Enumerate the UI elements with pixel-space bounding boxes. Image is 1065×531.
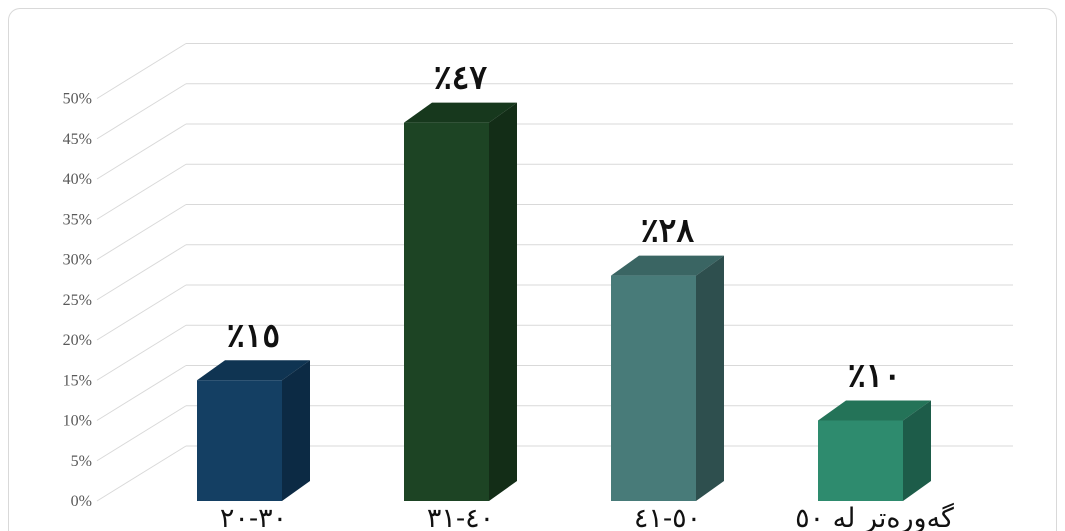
data-label: ٪٤٧: [434, 58, 487, 97]
bar-front-face: [197, 380, 282, 501]
bar: [404, 102, 517, 502]
bar-side-face: [489, 102, 517, 502]
gridline-diagonal: [96, 123, 187, 180]
gridline-diagonal: [96, 284, 187, 341]
y-tick-label: 50%: [63, 91, 92, 108]
bar-front-face: [404, 122, 489, 502]
x-category-label: ٣٠-٢٠: [220, 503, 287, 531]
y-tick-label: 25%: [63, 292, 92, 309]
bar-top-face: [611, 255, 724, 276]
data-label: ٪١٠: [848, 356, 901, 395]
bar: [611, 255, 724, 501]
y-tick-label: 35%: [63, 211, 92, 228]
gridline-diagonal: [96, 405, 187, 462]
gridline-diagonal: [96, 365, 187, 421]
bar-side-face: [903, 400, 931, 501]
y-tick-label: 15%: [63, 372, 92, 389]
gridline-diagonal: [96, 43, 187, 99]
bar-side-face: [696, 255, 724, 501]
gridlines: [96, 43, 1013, 502]
bar-front-face: [611, 275, 696, 501]
y-tick-label: 20%: [63, 332, 92, 349]
bar-top-face: [818, 400, 931, 421]
bar-front-face: [818, 420, 903, 501]
gridline-diagonal: [96, 324, 187, 381]
x-category-label: گەورەتر لە ٥٠: [795, 502, 954, 531]
data-label: ٪١٥: [227, 315, 280, 354]
y-tick-label: 10%: [63, 413, 92, 430]
data-label: ٪٢٨: [641, 211, 694, 250]
y-tick-label: 40%: [63, 171, 92, 188]
gridline-diagonal: [96, 445, 187, 502]
y-tick-label: 45%: [63, 131, 92, 148]
bar-top-face: [404, 102, 517, 123]
bar: [197, 360, 310, 501]
x-category-label: ٤٠-٣١: [427, 503, 494, 531]
bar-side-face: [282, 360, 310, 501]
x-axis-categories: ٣٠-٢٠ ٤٠-٣١ ٥٠-٤١ گەورەتر لە ٥٠: [220, 502, 954, 531]
y-tick-label: 30%: [63, 252, 92, 269]
bars: [197, 102, 931, 502]
x-category-label: ٥٠-٤١: [634, 503, 701, 531]
bar-top-face: [197, 360, 310, 381]
bar: [818, 400, 931, 501]
y-axis-ticks: 0% 5% 10% 15% 20% 25% 30% 35% 40% 45% 50%: [63, 91, 92, 511]
data-labels: ٪١٥ ٪٤٧ ٪٢٨ ٪١٠: [227, 58, 901, 395]
y-tick-label: 0%: [71, 493, 92, 510]
y-tick-label: 5%: [71, 453, 92, 470]
gridline-diagonal: [96, 204, 187, 260]
chart-frame: [8, 8, 1057, 531]
gridline-diagonal: [96, 163, 187, 220]
gridline-diagonal: [96, 244, 187, 301]
gridline-diagonal: [96, 83, 187, 140]
